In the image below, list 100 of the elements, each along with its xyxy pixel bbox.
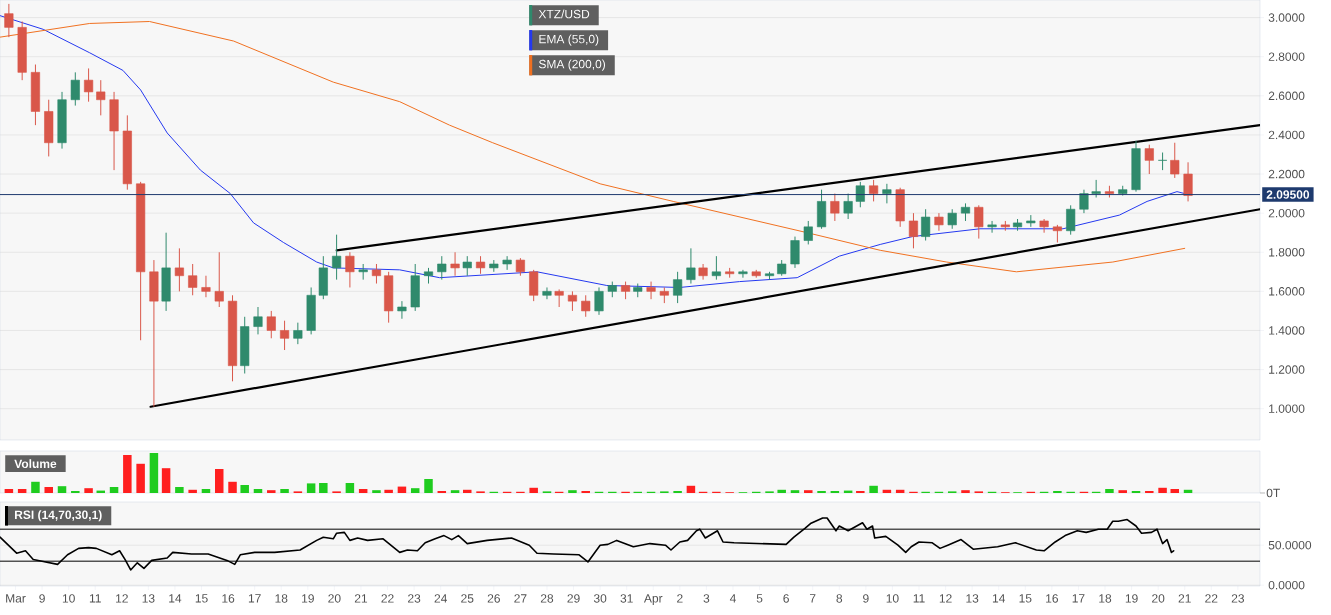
y-tick-label: 0.0000 xyxy=(1268,580,1305,590)
bar xyxy=(240,484,249,493)
y-tick-label: 2.6000 xyxy=(1268,91,1305,101)
x-tick-label: 21 xyxy=(1178,594,1191,603)
candlestick xyxy=(843,193,853,220)
bar xyxy=(777,489,786,493)
y-tick-label: 2.8000 xyxy=(1268,52,1305,61)
candlestick xyxy=(345,251,355,288)
candlestick xyxy=(581,294,591,318)
candlestick xyxy=(462,255,472,277)
x-tick-label: 19 xyxy=(1125,594,1138,603)
x-tick-label: Apr xyxy=(643,594,663,605)
y-tick-label: 2.4000 xyxy=(1268,130,1305,140)
bar xyxy=(673,490,682,493)
x-tick-label: 4 xyxy=(729,594,736,603)
candlestick xyxy=(1039,218,1049,234)
bar xyxy=(57,486,67,493)
candlestick xyxy=(803,220,813,245)
x-tick-label: 17 xyxy=(1072,594,1085,603)
x-tick-label: 31 xyxy=(620,594,633,603)
x-tick-label: 2 xyxy=(677,594,683,603)
bar xyxy=(358,488,368,493)
bar xyxy=(228,481,237,493)
candlestick xyxy=(437,255,447,281)
bar xyxy=(201,488,211,493)
bar xyxy=(267,490,276,493)
bar xyxy=(869,485,878,493)
bar xyxy=(280,488,289,493)
x-tick-label: 28 xyxy=(540,594,554,603)
bar xyxy=(136,463,145,493)
candlestick xyxy=(188,263,198,296)
x-tick-label: 14 xyxy=(992,594,1006,603)
x-tick-label: 16 xyxy=(222,594,235,603)
candlestick xyxy=(1183,161,1193,202)
bar xyxy=(84,488,93,493)
bar xyxy=(188,489,197,493)
candlestick xyxy=(253,306,263,335)
candlestick xyxy=(947,208,957,230)
bar xyxy=(71,490,80,493)
bar xyxy=(109,486,119,493)
candlestick xyxy=(738,269,748,279)
candlestick xyxy=(84,67,94,103)
candlestick xyxy=(293,322,303,345)
candlestick xyxy=(201,275,211,298)
bar xyxy=(4,488,14,493)
bar xyxy=(1105,488,1114,493)
ref-line-label: 2.09500 xyxy=(1266,190,1310,199)
x-tick-label: 9 xyxy=(863,594,869,603)
x-tick-label: 27 xyxy=(514,594,527,603)
x-tick-label: 18 xyxy=(275,594,288,603)
x-tick-label: 8 xyxy=(836,594,843,603)
candlestick xyxy=(855,181,865,208)
candlestick xyxy=(830,193,840,222)
x-tick-label: 29 xyxy=(567,594,580,603)
candlestick xyxy=(397,300,407,320)
bar xyxy=(175,486,184,493)
bar xyxy=(1053,490,1062,493)
bar xyxy=(581,490,590,493)
bar xyxy=(856,490,865,493)
bar xyxy=(961,490,970,493)
candlestick xyxy=(790,236,800,269)
bar xyxy=(424,478,433,493)
bar xyxy=(44,486,53,493)
candlestick xyxy=(266,310,276,339)
candlestick xyxy=(70,71,80,107)
candlestick xyxy=(332,234,342,281)
x-tick-label: 15 xyxy=(195,594,208,603)
y-tick-label: 2.2000 xyxy=(1268,169,1305,179)
candlestick xyxy=(567,290,577,312)
bar xyxy=(686,485,696,493)
candlestick xyxy=(502,255,512,271)
x-tick-label: 11 xyxy=(913,594,925,603)
bar xyxy=(529,487,538,493)
x-tick-label: 15 xyxy=(1019,594,1032,603)
x-tick-label: Mar xyxy=(6,594,26,603)
bar xyxy=(1131,490,1141,493)
candlestick xyxy=(4,3,14,38)
x-tick-label: 23 xyxy=(408,594,421,603)
bar xyxy=(384,489,393,493)
x-tick-label: 18 xyxy=(1099,594,1112,603)
bar xyxy=(463,489,472,493)
x-tick-label: 16 xyxy=(1046,594,1059,603)
bar xyxy=(319,482,328,493)
y-tick-label: 2.0000 xyxy=(1268,208,1305,218)
bar xyxy=(17,488,27,493)
bar xyxy=(450,490,460,493)
candlestick xyxy=(673,271,683,304)
y-tick-label: 1.0000 xyxy=(1269,404,1305,413)
bar xyxy=(1158,487,1167,493)
x-tick-label: 10 xyxy=(62,594,75,603)
candlestick xyxy=(711,255,721,281)
y-tick-label: 1.4000 xyxy=(1269,326,1305,335)
bar xyxy=(790,490,800,493)
x-tick-label: 22 xyxy=(1205,594,1218,603)
candlestick xyxy=(371,263,382,285)
candlestick xyxy=(214,251,224,308)
x-tick-label: 11 xyxy=(89,594,101,603)
candlestick xyxy=(529,269,539,302)
x-tick-label: 21 xyxy=(354,594,368,603)
x-tick-label: 17 xyxy=(248,594,261,603)
